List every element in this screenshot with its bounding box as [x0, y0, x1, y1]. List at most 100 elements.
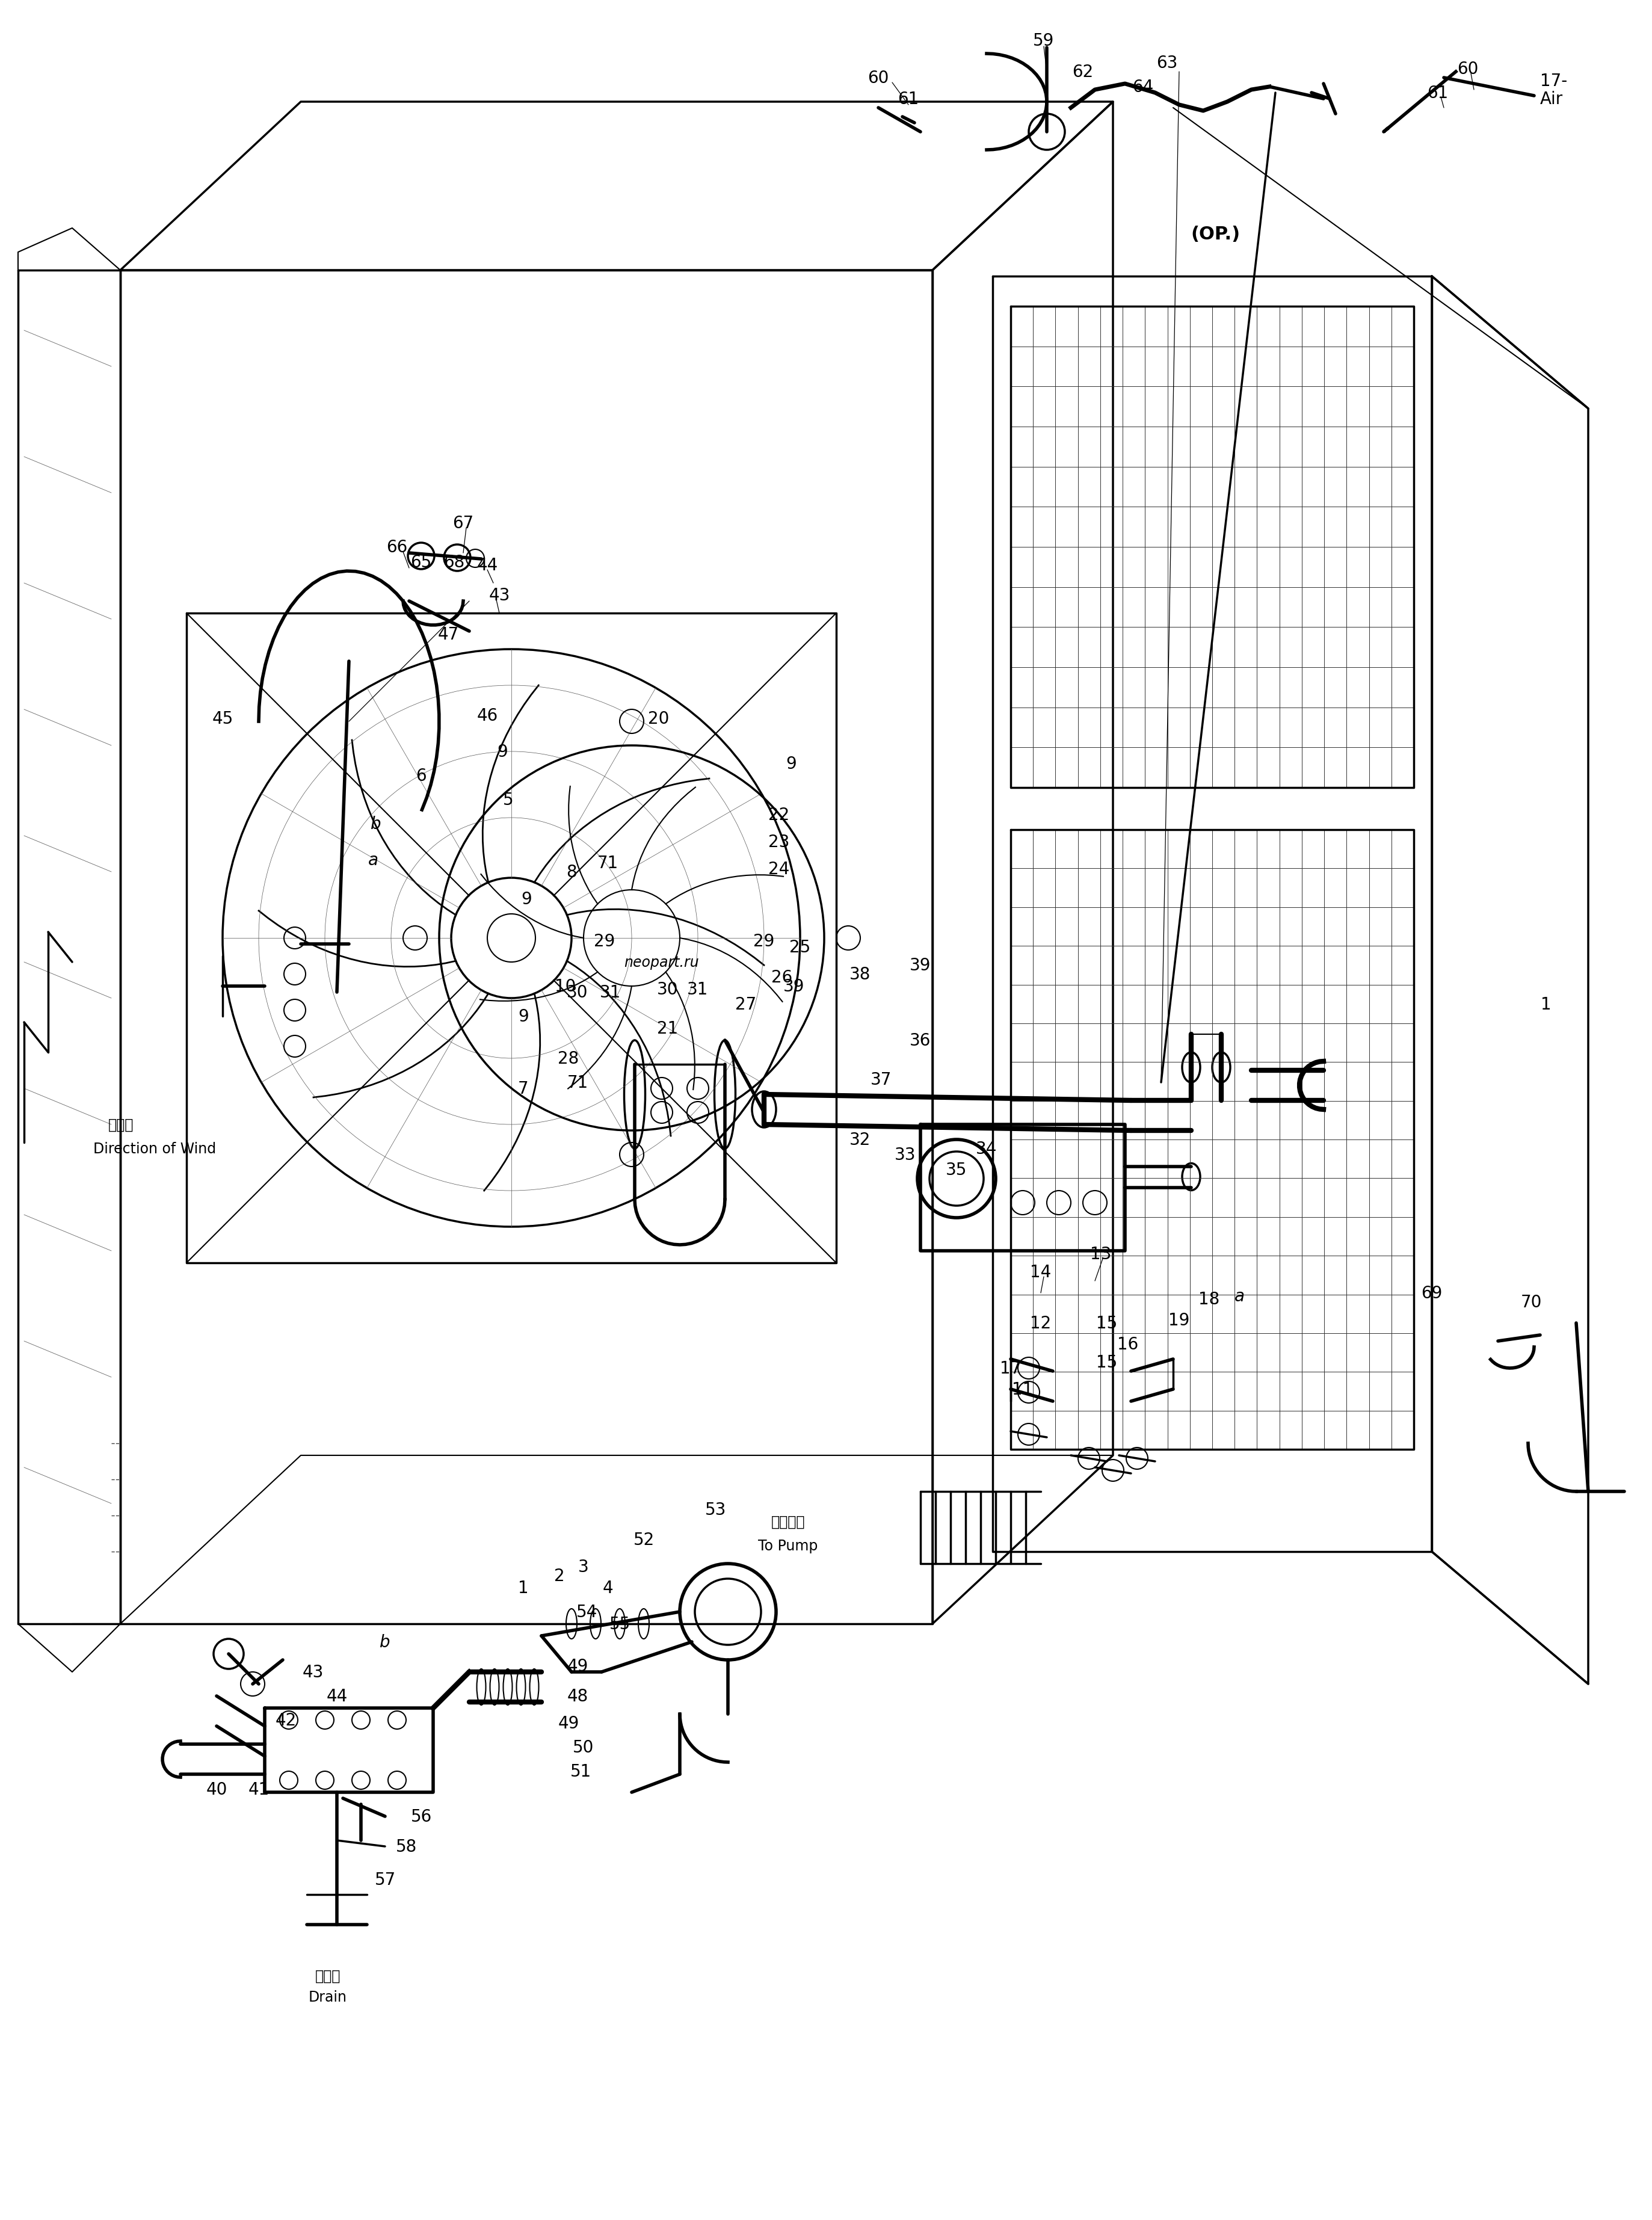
- Text: 61: 61: [1427, 84, 1449, 102]
- Text: 43: 43: [489, 586, 510, 604]
- Text: 56: 56: [410, 1807, 431, 1825]
- Text: b: b: [370, 815, 382, 833]
- Text: 44: 44: [477, 557, 497, 573]
- Text: 18: 18: [1199, 1290, 1219, 1308]
- Text: 29: 29: [753, 932, 775, 950]
- Text: 49: 49: [567, 1658, 588, 1674]
- Text: Direction of Wind: Direction of Wind: [93, 1141, 216, 1157]
- Text: 29: 29: [595, 932, 615, 950]
- Text: 61: 61: [897, 91, 919, 107]
- Text: 9: 9: [786, 755, 796, 773]
- Text: 62: 62: [1072, 64, 1094, 80]
- Text: 2: 2: [553, 1567, 565, 1585]
- Text: 9: 9: [497, 744, 507, 759]
- Text: 67: 67: [453, 515, 474, 533]
- Text: 57: 57: [375, 1871, 395, 1887]
- Text: 38: 38: [849, 966, 871, 983]
- Text: 70: 70: [1520, 1294, 1541, 1310]
- Text: 8: 8: [567, 864, 577, 881]
- Text: 53: 53: [705, 1501, 727, 1518]
- Text: 1: 1: [1541, 997, 1551, 1012]
- Text: 17: 17: [999, 1361, 1021, 1376]
- Text: 47: 47: [438, 626, 459, 644]
- Text: ポンプへ: ポンプへ: [771, 1514, 805, 1530]
- Text: 15: 15: [1097, 1354, 1117, 1370]
- Text: 16: 16: [1117, 1336, 1138, 1352]
- Text: 12: 12: [1031, 1314, 1051, 1332]
- Text: 42: 42: [276, 1712, 296, 1729]
- Text: 60: 60: [867, 69, 889, 87]
- Text: 68: 68: [444, 555, 464, 571]
- Text: 7: 7: [519, 1081, 529, 1097]
- Text: 30: 30: [567, 983, 588, 1001]
- Text: 46: 46: [477, 708, 497, 724]
- Text: 64: 64: [1132, 78, 1153, 95]
- Text: To Pump: To Pump: [758, 1538, 818, 1554]
- Text: 59: 59: [1032, 33, 1054, 49]
- Text: 22: 22: [768, 806, 790, 824]
- Text: 28: 28: [558, 1050, 580, 1068]
- Text: 41: 41: [248, 1780, 269, 1798]
- Text: 21: 21: [657, 1019, 679, 1037]
- Text: 14: 14: [1031, 1263, 1051, 1281]
- Text: neopart.ru: neopart.ru: [624, 955, 699, 970]
- Text: 3: 3: [578, 1558, 588, 1576]
- Text: 65: 65: [410, 555, 431, 571]
- Text: 71: 71: [567, 1074, 588, 1090]
- Text: 32: 32: [849, 1132, 871, 1148]
- Text: 26: 26: [771, 968, 793, 986]
- Text: 52: 52: [633, 1532, 654, 1547]
- Text: 5: 5: [504, 793, 514, 808]
- Text: 50: 50: [573, 1738, 595, 1756]
- Text: 63: 63: [1156, 56, 1178, 71]
- Text: 9: 9: [519, 1008, 529, 1026]
- Text: 69: 69: [1421, 1285, 1442, 1301]
- Text: 34: 34: [976, 1141, 998, 1157]
- Text: 55: 55: [610, 1616, 631, 1632]
- Text: 40: 40: [206, 1780, 228, 1798]
- Text: 17-: 17-: [1540, 73, 1568, 89]
- Text: a: a: [368, 852, 378, 868]
- Text: 1: 1: [519, 1578, 529, 1596]
- Text: 35: 35: [947, 1161, 966, 1179]
- Text: 58: 58: [395, 1838, 416, 1856]
- Text: 24: 24: [768, 861, 790, 877]
- Text: (OP.): (OP.): [1191, 226, 1241, 244]
- Text: b: b: [380, 1634, 390, 1649]
- Text: 30: 30: [657, 981, 679, 997]
- Text: 37: 37: [871, 1072, 892, 1088]
- Text: 31: 31: [600, 983, 621, 1001]
- Text: 44: 44: [327, 1687, 347, 1705]
- Text: 39: 39: [783, 979, 805, 995]
- Text: 36: 36: [910, 1032, 932, 1050]
- Text: 13: 13: [1090, 1245, 1112, 1263]
- Text: 51: 51: [570, 1763, 591, 1780]
- Text: 11: 11: [1013, 1381, 1034, 1399]
- Text: 71: 71: [596, 855, 618, 872]
- Text: Drain: Drain: [309, 1989, 347, 2005]
- Text: 25: 25: [790, 939, 811, 957]
- Text: 39: 39: [910, 957, 932, 975]
- Text: 45: 45: [211, 710, 233, 728]
- Text: ドレン: ドレン: [316, 1969, 340, 1982]
- Text: 49: 49: [558, 1714, 580, 1732]
- Text: 66: 66: [387, 539, 408, 555]
- Text: 60: 60: [1457, 60, 1479, 78]
- Text: 48: 48: [567, 1687, 588, 1705]
- Text: 31: 31: [687, 981, 709, 997]
- Text: 33: 33: [895, 1146, 917, 1163]
- Text: 10: 10: [555, 979, 577, 995]
- Text: a: a: [1234, 1288, 1244, 1305]
- Text: 6: 6: [416, 768, 426, 784]
- Text: 風方向: 風方向: [109, 1117, 134, 1132]
- Text: 19: 19: [1168, 1312, 1189, 1328]
- Text: 15: 15: [1097, 1314, 1117, 1332]
- Text: 54: 54: [577, 1603, 596, 1621]
- Text: 23: 23: [768, 835, 790, 850]
- Text: 27: 27: [735, 997, 757, 1012]
- Text: Air: Air: [1540, 91, 1563, 107]
- Text: 20: 20: [648, 710, 669, 728]
- Text: 43: 43: [302, 1663, 324, 1681]
- Text: 9: 9: [520, 890, 532, 908]
- Text: 4: 4: [603, 1578, 613, 1596]
